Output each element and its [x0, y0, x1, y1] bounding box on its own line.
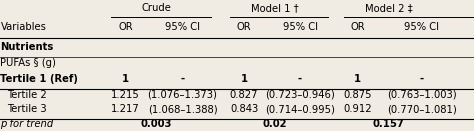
- Text: Nutrients: Nutrients: [0, 42, 54, 52]
- Text: -: -: [420, 74, 424, 84]
- Text: Model 1 †: Model 1 †: [251, 4, 298, 13]
- Text: (1.076–1.373): (1.076–1.373): [147, 90, 218, 100]
- Text: 0.827: 0.827: [230, 90, 258, 100]
- Text: Tertile 3: Tertile 3: [8, 104, 47, 114]
- Text: -: -: [298, 74, 302, 84]
- Text: 0.003: 0.003: [141, 119, 172, 129]
- Text: 0.157: 0.157: [373, 119, 404, 129]
- Text: Tertile 2: Tertile 2: [8, 90, 47, 100]
- Text: 1: 1: [240, 74, 248, 84]
- Text: 95% CI: 95% CI: [404, 22, 439, 32]
- Text: 0.912: 0.912: [344, 104, 372, 114]
- Text: 1.215: 1.215: [111, 90, 140, 100]
- Text: 1: 1: [122, 74, 129, 84]
- Text: p for trend: p for trend: [0, 119, 54, 129]
- Text: (0.763–1.003): (0.763–1.003): [387, 90, 456, 100]
- Text: Variables: Variables: [0, 22, 46, 32]
- Text: (0.770–1.081): (0.770–1.081): [387, 104, 457, 114]
- Text: 0.843: 0.843: [230, 104, 258, 114]
- Text: OR: OR: [351, 22, 365, 32]
- Text: (0.714–0.995): (0.714–0.995): [265, 104, 335, 114]
- Text: 1: 1: [354, 74, 362, 84]
- Text: PUFAs § (g): PUFAs § (g): [0, 58, 56, 68]
- Text: OR: OR: [118, 22, 133, 32]
- Text: 1.217: 1.217: [111, 104, 140, 114]
- Text: 0.02: 0.02: [262, 119, 287, 129]
- Text: OR: OR: [237, 22, 251, 32]
- Text: 95% CI: 95% CI: [283, 22, 318, 32]
- Text: (1.068–1.388): (1.068–1.388): [148, 104, 217, 114]
- Text: Crude: Crude: [141, 4, 172, 13]
- Text: (0.723–0.946): (0.723–0.946): [265, 90, 335, 100]
- Text: -: -: [181, 74, 184, 84]
- Text: 0.875: 0.875: [344, 90, 372, 100]
- Text: Model 2 ‡: Model 2 ‡: [365, 4, 412, 13]
- Text: Tertile 1 (Ref): Tertile 1 (Ref): [0, 74, 78, 84]
- Text: 95% CI: 95% CI: [165, 22, 200, 32]
